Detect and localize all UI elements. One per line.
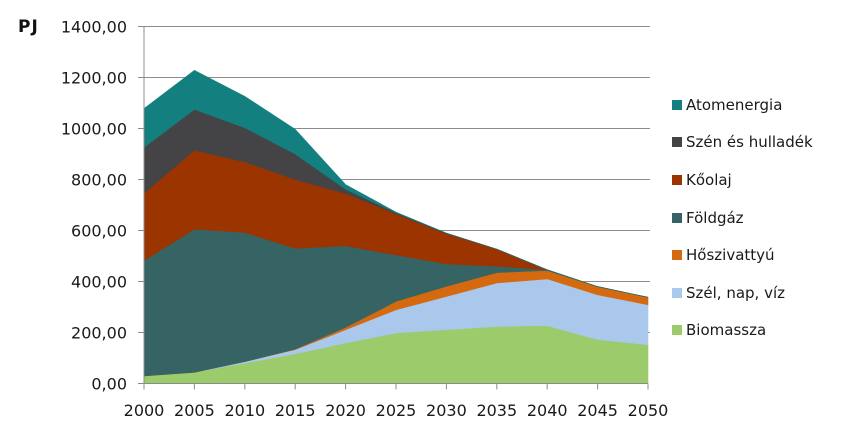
y-tick-label: 1400,00 [61, 18, 127, 37]
x-tick-label: 2020 [325, 401, 366, 420]
x-tick-label: 2015 [275, 401, 316, 420]
legend-swatch [672, 99, 682, 110]
x-tick-label: 2025 [376, 401, 417, 420]
legend-item: Hőszivattyú [672, 236, 813, 274]
y-axis-ticks: 0,00 200,00 400,00 600,00 800,00 1000,00 1200,… [61, 18, 127, 394]
area-series [143, 70, 649, 384]
x-tick-label: 2035 [476, 401, 517, 420]
axes [138, 26, 648, 384]
legend-item: Biomassza [672, 312, 813, 350]
legend-item: Szén és hulladék [672, 124, 813, 162]
legend-swatch [672, 174, 682, 185]
legend-item: Atomenergia [672, 86, 813, 124]
x-tick-label: 2040 [527, 401, 568, 420]
x-axis-ticks: 2000 2005 2010 2015 2020 2025 2030 2035 2040 2045… [124, 383, 669, 420]
x-tick-label: 2050 [628, 401, 669, 420]
legend-label: Kőolaj [686, 170, 732, 189]
legend-swatch [672, 212, 682, 223]
x-tick-label: 2045 [577, 401, 618, 420]
legend-label: Atomenergia [686, 95, 783, 114]
x-tick-label: 2030 [426, 401, 467, 420]
legend: Atomenergia Szén és hulladék Kőolaj Földgáz… [672, 86, 813, 349]
legend-label: Szél, nap, víz [686, 283, 786, 302]
legend-item: Kőolaj [672, 161, 813, 199]
y-tick-label: 800,00 [71, 171, 127, 190]
legend-item: Földgáz [672, 199, 813, 237]
legend-label: Földgáz [686, 208, 744, 227]
y-tick-label: 0,00 [91, 375, 127, 394]
legend-label: Szén és hulladék [686, 133, 813, 152]
legend-swatch [672, 250, 682, 261]
legend-swatch [672, 325, 682, 336]
y-axis-unit-label: PJ [18, 17, 39, 37]
y-tick-label: 200,00 [71, 324, 127, 343]
area-atomenergia [143, 70, 649, 298]
y-tick-label: 1200,00 [61, 69, 127, 88]
legend-swatch [672, 137, 682, 148]
legend-item: Szél, nap, víz [672, 274, 813, 312]
x-tick-label: 2000 [124, 401, 165, 420]
y-tick-label: 400,00 [71, 273, 127, 292]
legend-swatch [672, 287, 682, 298]
y-tick-label: 600,00 [71, 222, 127, 241]
x-tick-label: 2010 [224, 401, 265, 420]
x-tick-label: 2005 [174, 401, 215, 420]
legend-label: Biomassza [686, 321, 767, 340]
legend-label: Hőszivattyú [686, 246, 775, 265]
y-tick-label: 1000,00 [61, 120, 127, 139]
